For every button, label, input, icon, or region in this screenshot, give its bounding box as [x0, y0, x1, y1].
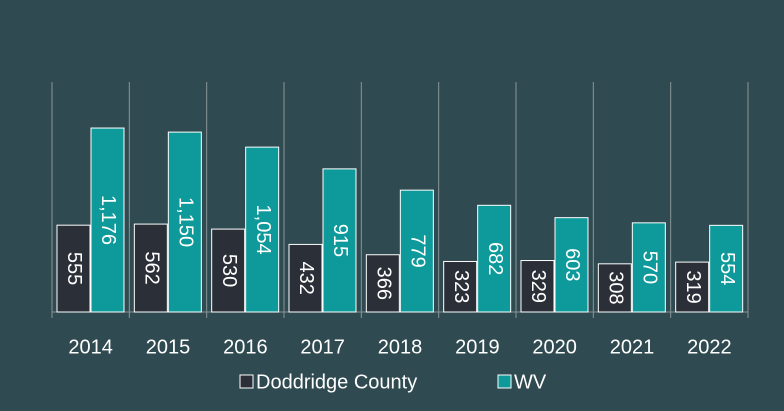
bar	[288, 243, 323, 313]
legend-swatch	[497, 374, 512, 389]
x-tick-label: 2016	[223, 336, 268, 358]
bar	[709, 224, 744, 313]
value-label: 1,176	[97, 195, 119, 245]
x-tick-label: 2015	[146, 336, 191, 358]
value-label: 530	[218, 254, 240, 287]
value-label: 603	[561, 248, 583, 281]
bar	[675, 261, 710, 313]
bar	[597, 263, 632, 313]
bar	[477, 204, 512, 313]
legend-label: WV	[514, 371, 547, 393]
value-label: 682	[484, 242, 506, 275]
bar	[399, 189, 434, 313]
value-label: 915	[329, 224, 351, 257]
legend-label: Doddridge County	[256, 371, 417, 393]
x-tick-label: 2022	[687, 336, 732, 358]
bar	[56, 224, 91, 313]
value-label: 432	[295, 262, 317, 295]
value-label: 329	[527, 270, 549, 303]
x-tick-label: 2017	[300, 336, 345, 358]
value-label: 570	[639, 251, 661, 284]
bar	[631, 222, 666, 313]
x-tick-label: 2014	[68, 336, 113, 358]
x-tick-label: 2021	[610, 336, 655, 358]
value-label: 319	[682, 270, 704, 303]
value-label: 323	[450, 270, 472, 303]
bar	[211, 228, 246, 313]
value-label: 562	[141, 251, 163, 284]
bar	[365, 254, 400, 313]
value-label: 308	[605, 271, 627, 304]
value-label: 1,054	[252, 205, 274, 255]
bar	[322, 168, 357, 313]
bar	[554, 217, 589, 313]
value-label: 366	[373, 267, 395, 300]
bar	[520, 260, 555, 313]
bar	[90, 127, 125, 313]
x-tick-label: 2020	[532, 336, 577, 358]
value-label: 554	[716, 252, 738, 285]
bar	[443, 260, 478, 313]
x-tick-label: 2019	[455, 336, 500, 358]
bar	[167, 131, 202, 313]
bar	[245, 146, 280, 313]
value-label: 779	[407, 234, 429, 267]
x-tick-label: 2018	[378, 336, 423, 358]
value-label: 1,150	[175, 197, 197, 247]
bar	[133, 223, 168, 313]
legend-swatch	[239, 374, 254, 389]
value-label: 555	[63, 252, 85, 285]
